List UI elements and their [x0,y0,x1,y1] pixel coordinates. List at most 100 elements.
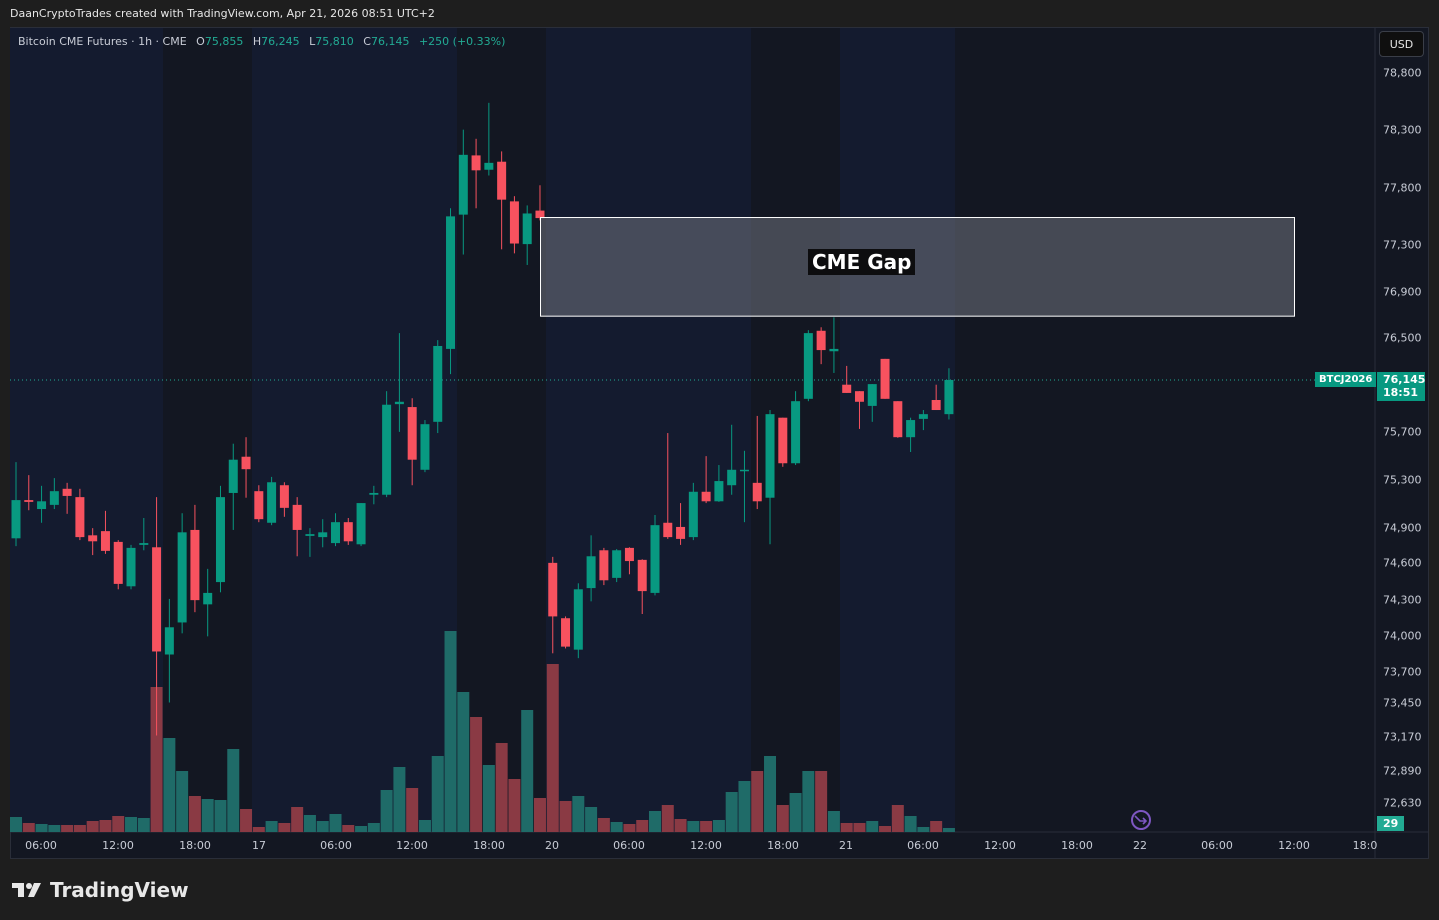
volume-bar [99,820,112,832]
candle-body [816,330,826,351]
legend-symbol[interactable]: Bitcoin CME Futures · 1h · CME [18,35,187,48]
legend-open-label: O [196,35,205,48]
volume-bar [904,816,917,832]
candle [637,559,647,614]
volume-bar [559,801,572,832]
time-tick-label: 06:00 [907,839,939,852]
candle [497,151,507,250]
candle [561,616,571,649]
candle-body [24,500,34,502]
candle-body [714,481,724,502]
legend-high: 76,245 [261,35,300,48]
volume-bar [73,825,86,832]
time-tick-label: 21 [839,839,853,852]
candle-body [803,333,813,399]
candle [509,196,519,254]
candle [49,478,59,510]
candle [688,482,698,541]
symbol-legend: Bitcoin CME Futures · 1h · CME O75,855 H… [18,35,505,48]
replay-icon-arrow [1134,815,1148,825]
volume-bar [35,824,48,832]
candle-body [739,469,749,472]
candle-body [944,380,954,415]
legend-low: 75,810 [315,35,354,48]
candle-body [573,589,583,650]
candle [867,384,877,422]
price-tick-label: 76,900 [1383,285,1422,299]
candle-body [203,592,213,605]
candle [228,443,238,530]
price-tick-label: 74,900 [1383,521,1422,535]
cme-gap-rectangle[interactable] [540,217,1295,317]
volume-bar [687,821,700,832]
volume-bar [815,771,828,832]
candle-body [458,154,468,215]
candle [612,549,622,583]
candle [394,333,404,432]
volume-bar [188,796,201,832]
volume-bar [546,664,559,832]
time-tick-label: 06:00 [1201,839,1233,852]
candle-body [586,556,596,589]
volume-bar [764,756,777,832]
candle [752,415,762,510]
candle-body [829,348,839,352]
candle-body [867,384,877,406]
volume-bar [853,823,866,832]
candle-body [535,210,545,219]
candle [215,485,225,593]
time-tick-label: 17 [252,839,266,852]
volume-bar [674,819,687,832]
candle-body [433,345,443,422]
candle [701,456,711,504]
candle-body [650,525,660,593]
candle [803,330,813,402]
volume-bar [597,818,610,832]
candle-body [331,522,340,544]
candle [62,482,72,514]
volume-bar [827,811,840,832]
volume-bar [431,756,444,832]
time-tick-label: 18:0 [1352,839,1378,852]
time-tick-label: 22 [1133,839,1147,852]
legend-open: 75,855 [204,35,244,48]
time-tick-label: 12:00 [102,839,134,852]
volume-bar [380,790,393,832]
candle [791,391,801,466]
volume-bar [303,815,316,832]
volume-bar [150,687,163,832]
candle-body [906,420,916,438]
volume-bar [712,820,725,832]
volume-bar [930,821,943,832]
candle-body [778,417,788,464]
volume-bar [649,811,661,832]
cme-gap-label[interactable]: CME Gap [808,249,916,275]
volume-bar [355,826,368,832]
candle-body [509,201,519,244]
candle [778,417,788,467]
volume-bar [879,826,892,832]
currency-button[interactable]: USD [1379,31,1424,57]
candle [548,556,558,654]
price-tick-label: 72,630 [1383,796,1422,810]
candle [139,517,149,551]
price-tick-label: 78,800 [1383,66,1422,80]
volume-bar [406,788,419,832]
price-tick-label: 77,800 [1383,181,1422,195]
candle-body [624,547,634,562]
volume-bar [891,805,904,832]
candle-body [420,424,430,470]
candle-body [727,469,737,486]
tradingview-logo[interactable]: TradingView [12,878,189,902]
candle [177,513,187,634]
replay-go-to-realtime-icon[interactable] [1131,810,1151,830]
volume-bar [751,771,764,832]
volume-bar [738,781,751,832]
candle-body [177,532,187,623]
candle-body [126,547,136,587]
volume-bar [840,823,853,832]
candle-body [407,407,417,460]
candle-body [522,213,532,245]
candle-body [100,531,110,551]
